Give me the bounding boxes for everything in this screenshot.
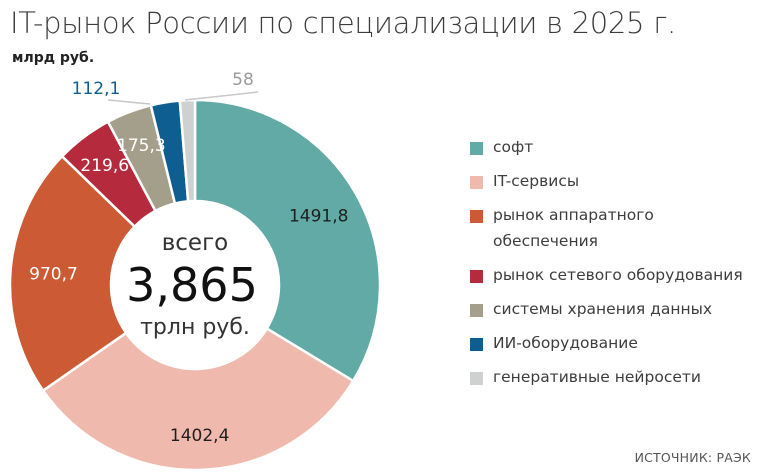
slice-6 bbox=[178, 98, 197, 203]
units-label: млрд руб. bbox=[12, 50, 95, 66]
legend-item-2: рынок аппаратного обеспечения bbox=[470, 206, 760, 254]
legend-swatch-4 bbox=[470, 304, 483, 317]
legend-swatch-1 bbox=[470, 176, 483, 189]
slice-label-2: 970,7 bbox=[29, 265, 78, 285]
center-total-value: 3,865 bbox=[126, 258, 258, 312]
slice-label-3: 219,6 bbox=[80, 156, 129, 176]
slice-label-5: 112,1 bbox=[72, 79, 121, 99]
leader-line-6 bbox=[184, 91, 259, 101]
chart-title: IT-рынок России по специализации в 2025 … bbox=[10, 6, 676, 40]
legend-label-2: рынок аппаратного обеспечения bbox=[493, 206, 654, 250]
slice-label-6: 58 bbox=[232, 70, 254, 90]
legend-item-6: генеративные нейросети bbox=[470, 368, 760, 390]
slice-1 bbox=[41, 326, 355, 472]
center-caption-top: всего bbox=[162, 230, 229, 256]
slice-2 bbox=[8, 154, 137, 393]
slice-label-1: 1402,4 bbox=[170, 426, 229, 446]
legend-item-1: IT-сервисы bbox=[470, 172, 760, 194]
legend-item-4: системы хранения данных bbox=[470, 300, 760, 322]
slice-label-4: 175,3 bbox=[117, 136, 166, 156]
source-note: ИСТОЧНИК: РАЭК bbox=[634, 450, 751, 465]
legend-swatch-0 bbox=[470, 142, 483, 155]
legend-label-5: ИИ-оборудование bbox=[493, 334, 638, 352]
legend-label-4: системы хранения данных bbox=[493, 300, 713, 318]
legend-swatch-3 bbox=[470, 270, 483, 283]
legend-label-6: генеративные нейросети bbox=[493, 368, 701, 386]
legend-swatch-6 bbox=[470, 372, 483, 385]
slice-0 bbox=[193, 98, 382, 383]
legend-swatch-5 bbox=[470, 338, 483, 351]
legend-item-5: ИИ-оборудование bbox=[470, 334, 760, 356]
leader-line-5 bbox=[107, 99, 151, 105]
legend-item-3: рынок сетевого оборудования bbox=[470, 266, 760, 288]
slice-label-0: 1491,8 bbox=[289, 206, 348, 226]
legend-swatch-2 bbox=[470, 210, 483, 223]
legend-label-3: рынок сетевого оборудования bbox=[493, 266, 743, 284]
legend-label-0: софт bbox=[493, 138, 534, 156]
legend-label-1: IT-сервисы bbox=[493, 172, 580, 190]
legend-item-0: софт bbox=[470, 138, 760, 160]
center-caption-bottom: трлн руб. bbox=[140, 315, 250, 340]
legend: софт IT-сервисы рынок аппаратного обеспече… bbox=[470, 138, 760, 402]
